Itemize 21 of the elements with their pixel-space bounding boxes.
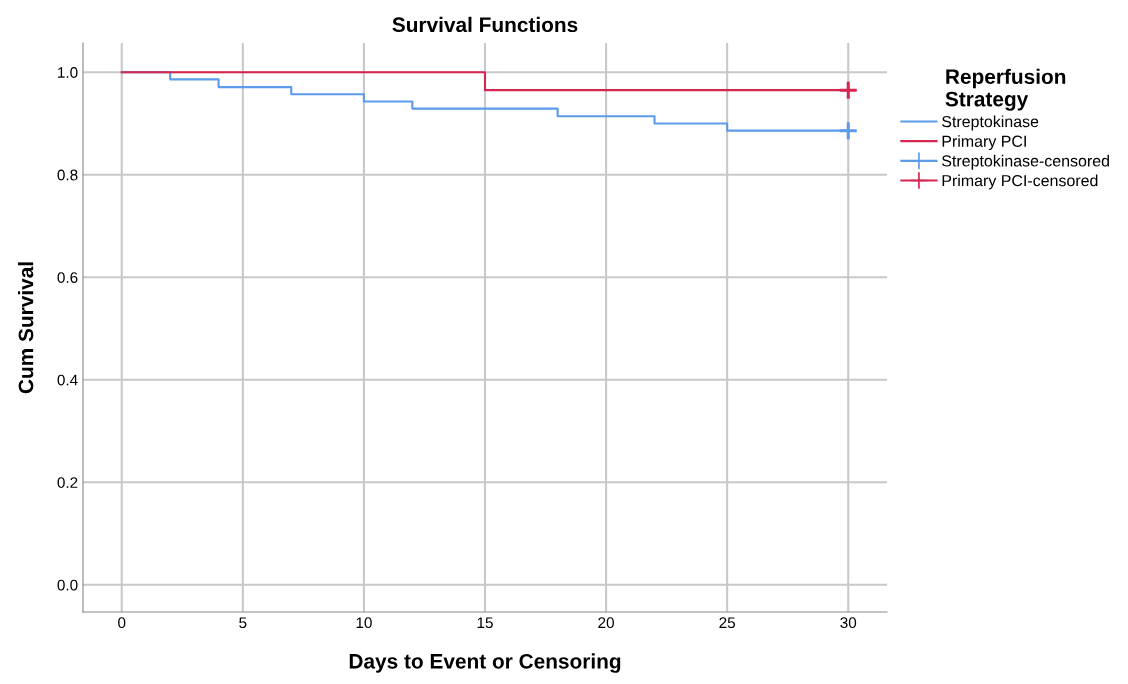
y-tick-label: 0.0	[57, 579, 78, 591]
y-tick-label: 0.8	[57, 169, 78, 181]
y-tick-label: 0.2	[57, 477, 78, 488]
chart-title: Survival Functions	[392, 16, 578, 33]
x-tick-label: 30	[840, 617, 857, 629]
legend-label: Primary PCI	[942, 135, 1026, 151]
legend-title: Reperfusion Strategy	[945, 68, 1066, 111]
y-tick-label: 1.0	[58, 67, 78, 78]
y-axis-title: Cum Survival	[18, 262, 34, 394]
legend-label: Streptokinase-censored	[942, 154, 1109, 170]
x-tick-label: 25	[719, 617, 736, 629]
legend-label: Primary PCI-censored	[942, 174, 1098, 190]
x-tick-label: 20	[598, 617, 614, 629]
y-tick-label: 0.4	[57, 374, 78, 386]
x-tick-label: 15	[477, 617, 493, 629]
y-tick-label: 0.6	[57, 272, 78, 283]
x-tick-label: 5	[239, 617, 247, 629]
x-tick-label: 0	[118, 617, 126, 629]
x-axis-title: Days to Event or Censoring	[349, 653, 621, 673]
legend-label: Streptokinase	[942, 115, 1039, 131]
x-tick-label: 10	[356, 617, 372, 629]
